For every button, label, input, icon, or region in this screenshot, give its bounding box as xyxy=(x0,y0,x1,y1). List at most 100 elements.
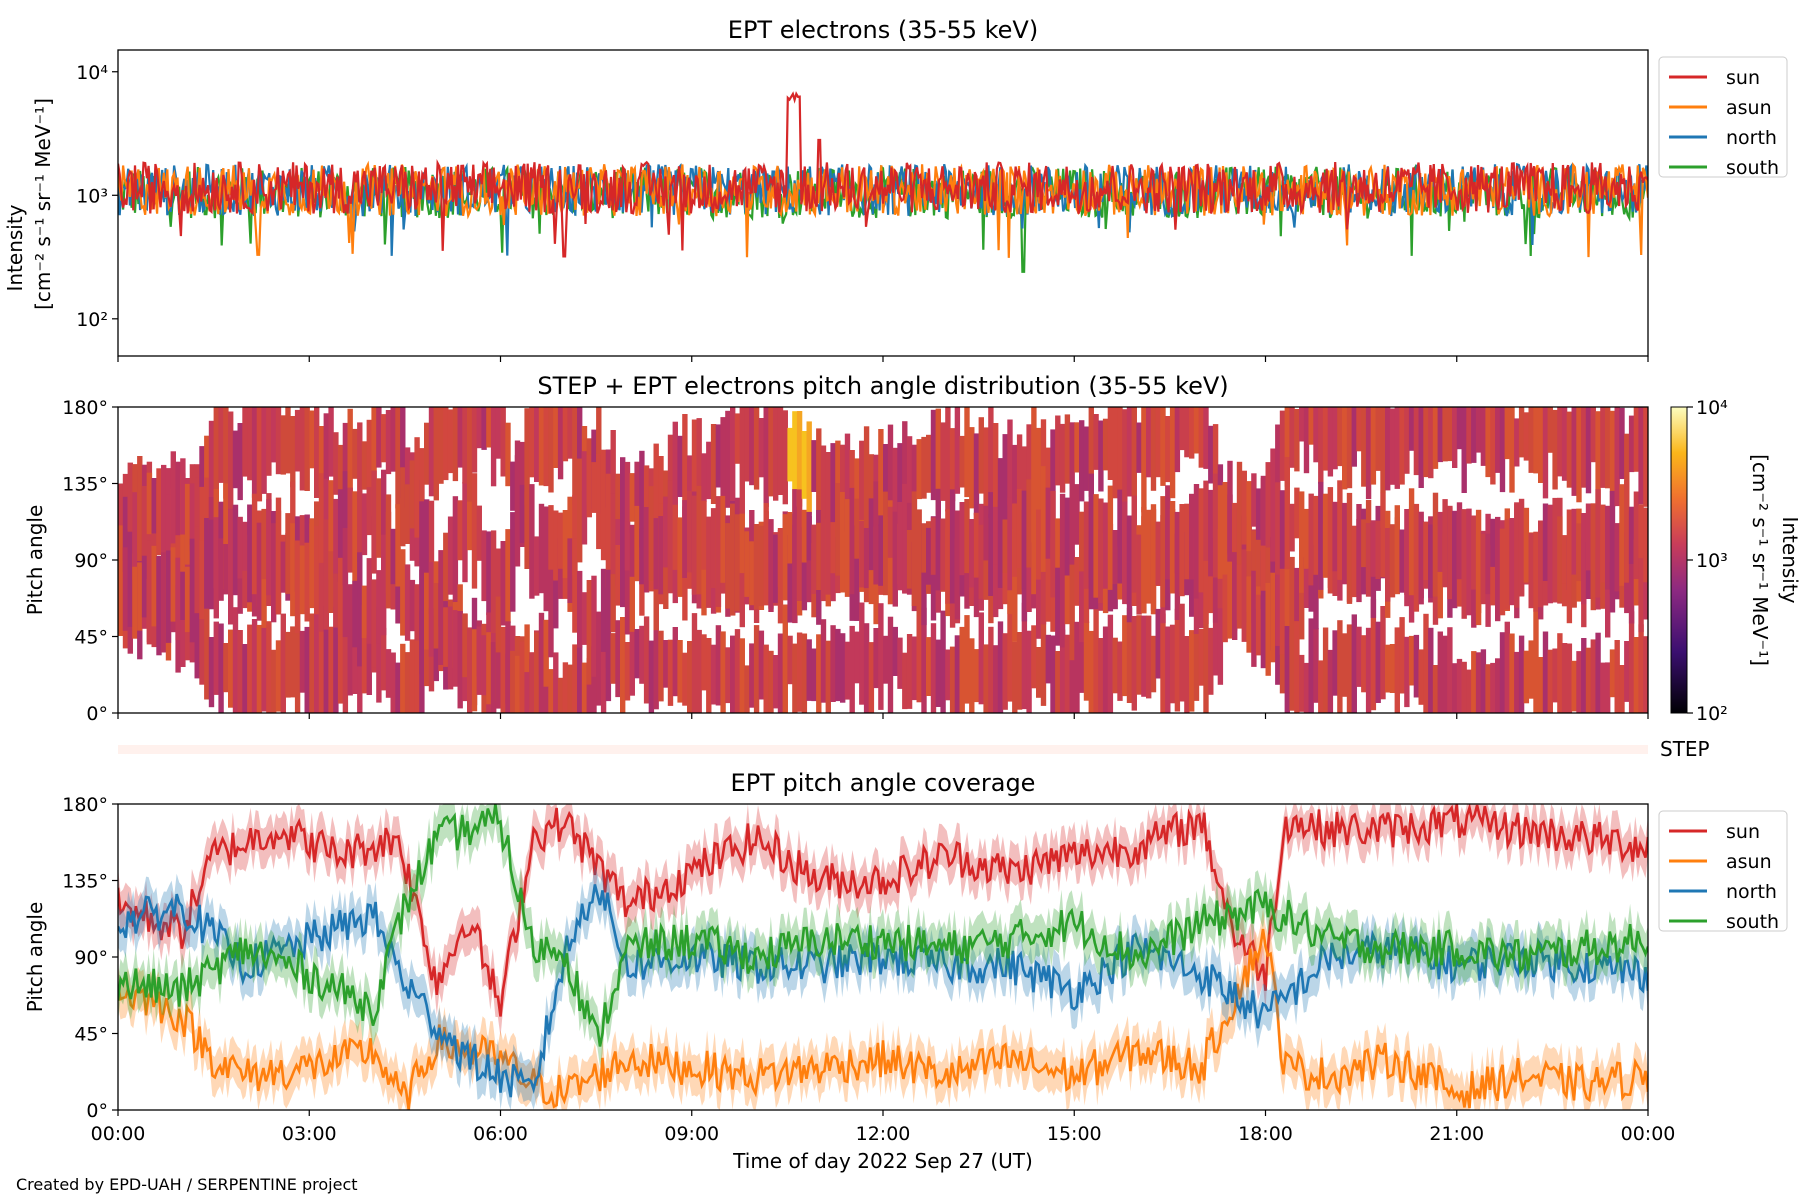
pad-cell xyxy=(1040,614,1047,706)
pad-cell xyxy=(122,547,129,631)
pad-cell xyxy=(519,641,525,713)
pad-cell xyxy=(725,410,731,508)
pad-cell xyxy=(706,441,712,500)
pad-cell xyxy=(643,507,650,593)
pad-cell xyxy=(677,435,683,497)
pad-cell xyxy=(419,479,425,585)
pad-cell xyxy=(161,464,167,567)
pad-cell xyxy=(1571,407,1577,496)
pad-cell xyxy=(993,546,999,618)
pad-cell xyxy=(223,483,229,590)
pad-cell xyxy=(873,481,879,585)
pad-cell xyxy=(404,564,411,641)
pad-cell xyxy=(1021,446,1028,520)
pad-cell xyxy=(490,530,497,634)
pad-cell xyxy=(1308,618,1314,713)
colorbar xyxy=(1670,406,1688,714)
pad-cell xyxy=(1413,503,1420,612)
pad-cell xyxy=(868,454,875,532)
pad-cell xyxy=(1452,407,1458,468)
pad-cell xyxy=(940,422,946,501)
intensity-legend: sun asun north south xyxy=(1658,56,1788,179)
pad-cell xyxy=(261,624,267,712)
pad-cell xyxy=(1628,511,1635,624)
coverage-legend-label-asun: asun xyxy=(1726,851,1772,873)
pad-cell xyxy=(1447,627,1453,713)
pad-cell xyxy=(1303,557,1310,608)
pad-cell xyxy=(1600,407,1606,488)
pad-cell xyxy=(352,605,358,694)
pad-cell xyxy=(620,617,626,713)
pad-cell xyxy=(687,490,693,573)
pad-cell xyxy=(557,677,564,713)
pad-cell xyxy=(490,407,497,487)
pad-cell xyxy=(878,515,884,586)
coverage-band-north xyxy=(118,864,1648,1110)
pad-cell xyxy=(529,652,535,713)
pad-cell xyxy=(988,492,994,596)
pad-cell xyxy=(1313,407,1319,463)
pad-cell xyxy=(1380,606,1386,700)
pad-cell xyxy=(524,408,530,505)
pad-cell xyxy=(1346,492,1353,604)
pad-cell xyxy=(577,645,583,713)
pad-cell xyxy=(1322,407,1329,471)
pad-cell xyxy=(452,496,459,611)
pad-cell xyxy=(534,536,540,596)
pad-cell xyxy=(366,487,372,536)
pad-cell xyxy=(1346,624,1353,713)
pad-cell xyxy=(1045,487,1051,559)
pad-ytick-label: 135° xyxy=(62,474,108,496)
pad-cell xyxy=(371,470,377,574)
pad-cell xyxy=(548,559,554,658)
pad-cell xyxy=(247,504,253,603)
pad-cell xyxy=(567,538,573,603)
pad-cell xyxy=(777,633,784,713)
pad-cell xyxy=(304,626,310,713)
pad-cell xyxy=(333,432,339,495)
pad-cell xyxy=(997,458,1004,508)
pad-cell xyxy=(596,650,602,706)
pad-cell xyxy=(1284,457,1290,570)
pad-cell xyxy=(1275,564,1281,646)
pad-cell xyxy=(634,505,640,582)
pad-cell xyxy=(137,456,143,562)
pad-cell xyxy=(964,407,970,498)
pad-cell xyxy=(1485,407,1491,478)
pad-cell xyxy=(366,419,372,508)
pad-cell xyxy=(1193,630,1200,701)
coverage-ytick-label: 135° xyxy=(62,871,108,893)
pad-cell xyxy=(194,526,200,614)
pad-cell xyxy=(1083,621,1090,701)
pad-cell xyxy=(1542,631,1549,713)
pad-cell xyxy=(629,630,635,696)
pad-cell xyxy=(1423,407,1429,478)
pad-cell xyxy=(1471,515,1477,590)
pad-cell xyxy=(1308,407,1314,445)
pad-cell xyxy=(624,521,631,571)
pad-cell xyxy=(400,549,406,636)
pad-cell xyxy=(510,512,516,612)
pad-cell xyxy=(204,518,210,609)
pad-cell xyxy=(935,408,941,515)
pad-cell xyxy=(1265,462,1271,548)
pad-cell xyxy=(1036,427,1042,522)
pad-cell xyxy=(940,610,946,713)
pad-cell xyxy=(538,503,545,594)
pad-cell xyxy=(1232,552,1238,631)
pad-cell xyxy=(304,514,310,567)
pad-cell xyxy=(443,532,449,620)
pad-cell xyxy=(1059,556,1066,648)
pad-cell xyxy=(1236,461,1243,550)
pad-cell xyxy=(1624,641,1630,702)
pad-cell xyxy=(1356,626,1362,687)
pad-cell xyxy=(156,556,162,656)
intensity-panel: EPT electrons (35-55 keV) 10² 10³ 10⁴ Inte… xyxy=(3,16,1788,362)
pad-cell xyxy=(1189,407,1195,459)
pad-cell xyxy=(237,423,243,501)
pad-cell xyxy=(796,411,803,507)
pad-cell xyxy=(605,649,612,702)
pad-cell xyxy=(433,583,439,649)
pad-cell xyxy=(1499,407,1506,493)
pad-cell xyxy=(954,635,961,713)
